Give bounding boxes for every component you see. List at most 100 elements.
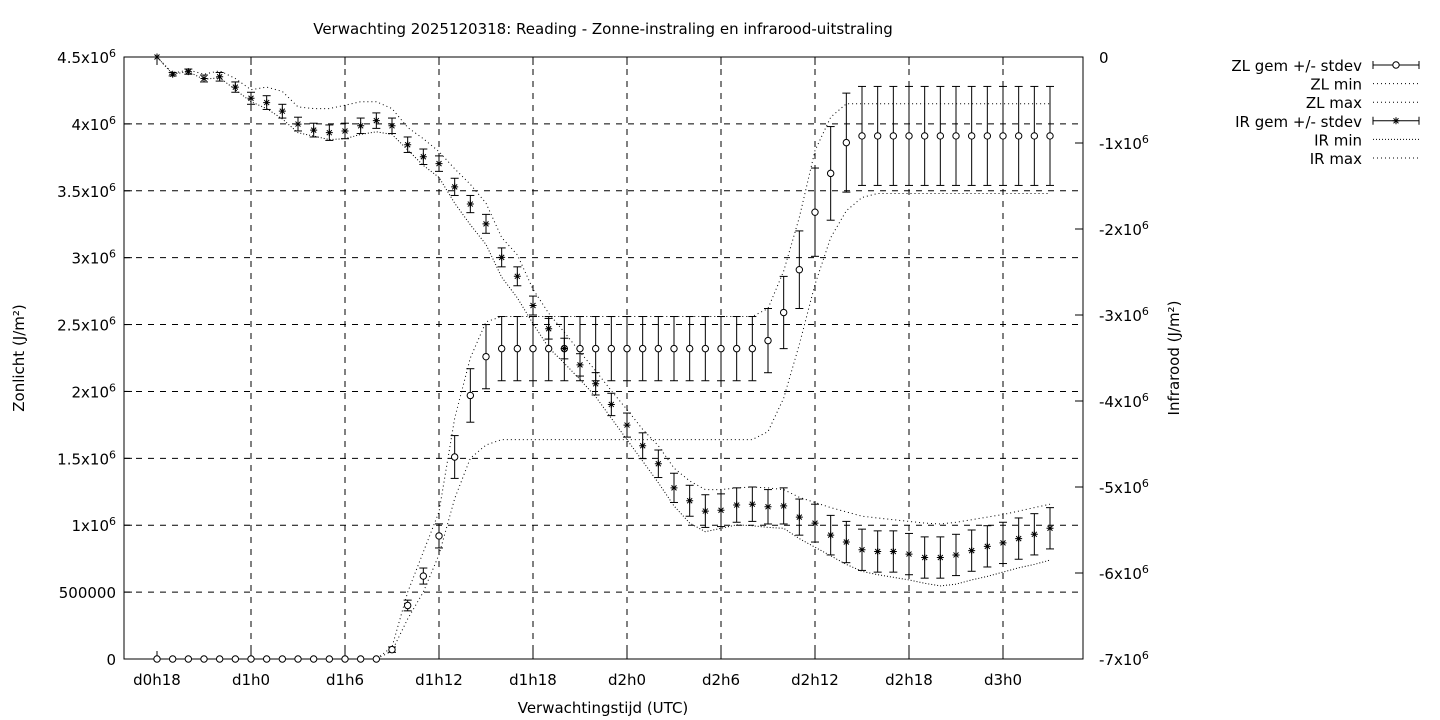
ir-mean-point	[404, 141, 412, 149]
x-tick-label: d1h18	[509, 671, 557, 689]
ir-mean-point	[842, 538, 850, 546]
x-tick-label: d2h12	[791, 671, 839, 689]
ir-mean-point	[482, 220, 490, 228]
zl-mean-point	[153, 655, 161, 663]
legend-label: IR gem +/- stdev	[1235, 113, 1362, 131]
zl-mean-point	[889, 132, 898, 140]
y-left-tick-label: 2.5x106	[57, 315, 116, 335]
ir-mean-point	[983, 542, 991, 550]
zl-mean-point	[717, 344, 725, 353]
ir-mean-point	[435, 160, 443, 168]
x-tick-label: d2h0	[608, 671, 646, 689]
zl-mean-point	[967, 132, 976, 140]
x-tick-label: d0h18	[133, 671, 181, 689]
ir-mean-point	[419, 153, 427, 161]
ir-mean-point	[153, 53, 161, 61]
ir-mean-point	[1046, 524, 1054, 532]
zl-mean-point	[623, 344, 631, 353]
y-axis-left: 0 500000 1x106 1.5x106 2x106 2.5x106 3x106 3.5x…	[57, 47, 132, 669]
y-left-tick-label: 3.5x106	[57, 181, 116, 201]
ir-mean-point	[372, 117, 380, 125]
zl-mean-point	[388, 645, 396, 654]
y-axis-right-title: Infrarood (J/m²)	[1165, 301, 1183, 416]
zl-mean-point	[247, 655, 255, 663]
ir-mean-point	[388, 122, 396, 130]
ir-mean-point	[498, 253, 506, 261]
zl-mean-point	[842, 138, 851, 147]
ir-mean-point	[921, 554, 929, 562]
ir-mean-point	[811, 519, 819, 527]
grid	[124, 57, 1083, 659]
zl-mean-point	[607, 344, 616, 353]
y-right-tick-label: -3x106	[1099, 305, 1149, 325]
zl-mean-point	[184, 655, 193, 663]
zl-mean-point	[858, 132, 866, 140]
ir-mean-point	[795, 513, 803, 521]
ir-mean-point	[1015, 535, 1023, 543]
zl-mean-point	[1046, 132, 1054, 140]
y-axis-right: 0 -1x106 -2x106 -3x106 -4x106 -5x106 -6x106 -7x…	[1075, 49, 1149, 669]
y-left-tick-label: 1.5x106	[57, 448, 116, 468]
zl-mean-point	[513, 344, 522, 353]
zl-mean-point	[529, 344, 537, 353]
ir-mean-point	[294, 120, 302, 128]
zl-mean-point	[764, 336, 772, 345]
x-tick-label: d1h6	[326, 671, 364, 689]
ir-mean-point	[1030, 530, 1038, 538]
y-left-tick-label: 1x106	[71, 515, 116, 535]
ir-mean-point	[451, 183, 459, 191]
y-axis-left-title: Zonlicht (J/m²)	[10, 304, 28, 412]
zl-mean-point	[1030, 132, 1039, 140]
legend-swatch-marker	[1392, 117, 1400, 125]
ir-mean-point	[341, 127, 349, 135]
ir-mean-point	[560, 345, 568, 353]
legend-label: ZL max	[1306, 94, 1362, 112]
ir-mean-point	[263, 99, 271, 107]
y-right-tick-label: -1x106	[1099, 133, 1149, 153]
ir-mean-point	[733, 501, 741, 509]
ir-mean-point	[717, 506, 725, 514]
zl-mean-point	[482, 352, 490, 361]
zl-mean-point	[654, 344, 663, 353]
y-left-tick-label: 4.5x106	[57, 47, 116, 67]
zl-mean-point	[341, 655, 349, 663]
ir-mean-point	[576, 361, 584, 369]
x-axis: d0h18 d1h0 d1h6 d1h12 d1h18 d2h0 d2h6 d2h12 d2h1…	[133, 57, 1022, 689]
zl-mean-point	[309, 655, 318, 663]
zl-mean-point	[497, 344, 506, 353]
ir-mean-point	[858, 546, 866, 554]
legend-label: ZL min	[1310, 76, 1362, 94]
zl-mean-point	[325, 655, 334, 663]
zl-mean-point	[576, 344, 584, 353]
zl-mean-point	[450, 453, 459, 461]
ir-mean-point	[654, 460, 662, 468]
zl-mean-point	[920, 132, 929, 140]
zl-mean-point	[591, 344, 600, 353]
zl-mean-point	[873, 132, 882, 140]
zl-mean-point	[200, 655, 208, 663]
zl-mean-point	[685, 344, 694, 353]
zl-max-line	[157, 103, 1050, 660]
ir-mean-point	[592, 380, 600, 388]
x-tick-label: d2h6	[702, 671, 740, 689]
x-tick-label: d1h12	[415, 671, 463, 689]
legend-label: ZL gem +/- stdev	[1231, 57, 1362, 75]
ir-mean-point	[623, 421, 631, 429]
x-tick-label: d1h0	[232, 671, 270, 689]
x-axis-title: Verwachtingstijd (UTC)	[518, 699, 689, 717]
ir-mean-point	[169, 70, 177, 78]
series-layer	[153, 53, 1054, 663]
zl-mean-point	[215, 655, 224, 663]
zl-mean-point	[748, 344, 757, 353]
ir-mean-point	[545, 325, 553, 333]
ir-mean-point	[529, 302, 537, 310]
zl-mean-point	[435, 532, 443, 540]
ir-mean-point	[780, 502, 788, 510]
zl-mean-point	[1014, 132, 1023, 140]
zl-mean-point	[779, 308, 788, 317]
zl-mean-point	[701, 344, 710, 353]
ir-mean-point	[607, 400, 615, 408]
y-left-tick-label: 2x106	[71, 381, 116, 401]
zl-mean-point	[262, 655, 271, 663]
